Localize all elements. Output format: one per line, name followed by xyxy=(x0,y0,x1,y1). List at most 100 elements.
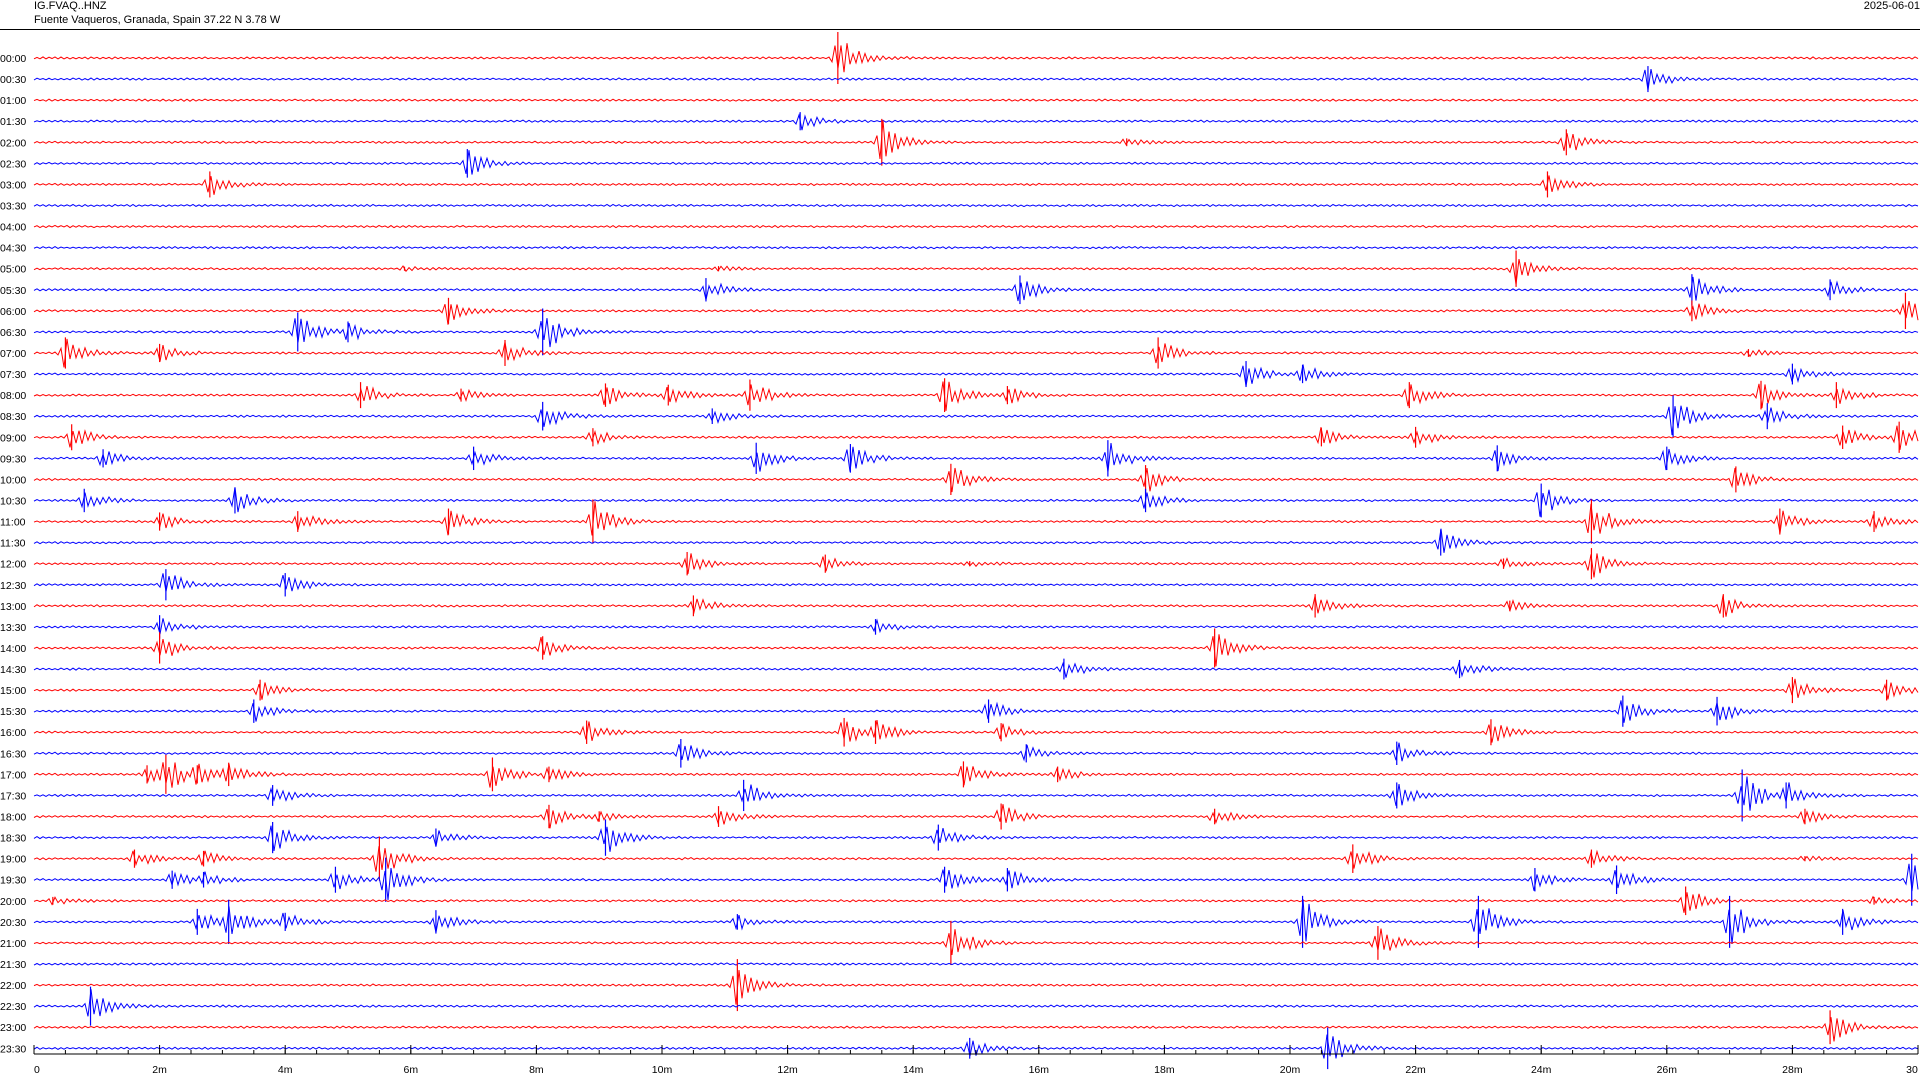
trace-row: 06:30 xyxy=(0,308,1919,356)
seismic-trace xyxy=(33,276,1919,302)
trace-row: 22:30 xyxy=(0,986,1919,1026)
seismic-trace xyxy=(33,762,1919,788)
x-tick-label: 10m xyxy=(652,1064,673,1076)
x-tick-label: 2m xyxy=(152,1064,167,1076)
x-tick-label: 18m xyxy=(1154,1064,1175,1076)
row-time-label: 11:00 xyxy=(0,517,26,529)
seismic-trace xyxy=(33,487,1919,517)
seismic-trace xyxy=(33,425,1919,450)
row-time-label: 10:30 xyxy=(0,495,26,507)
seismic-trace xyxy=(33,405,1919,436)
trace-row: 21:30 xyxy=(0,959,1919,971)
seismic-trace xyxy=(33,899,1919,944)
row-time-label: 18:00 xyxy=(0,812,26,824)
seismic-trace xyxy=(33,245,1919,250)
trace-row: 12:30 xyxy=(0,569,1919,601)
row-time-label: 02:00 xyxy=(0,137,26,149)
trace-row: 20:30 xyxy=(0,895,1919,948)
seismic-trace xyxy=(33,863,1919,901)
row-time-label: 03:00 xyxy=(0,179,26,191)
row-time-label: 20:00 xyxy=(0,896,26,908)
row-time-label: 16:00 xyxy=(0,727,26,739)
trace-row: 13:00 xyxy=(0,594,1919,618)
trace-row: 10:30 xyxy=(0,483,1919,518)
x-tick-label: 30 xyxy=(1906,1064,1918,1076)
trace-row: 04:30 xyxy=(0,243,1919,255)
seismic-trace xyxy=(33,618,1919,635)
seismic-trace xyxy=(33,553,1919,578)
row-time-label: 23:00 xyxy=(0,1022,26,1034)
x-tick-label: 4m xyxy=(278,1064,293,1076)
seismic-trace xyxy=(33,595,1919,617)
trace-row: 05:30 xyxy=(0,274,1919,306)
row-time-label: 01:30 xyxy=(0,116,26,128)
trace-row: 02:30 xyxy=(0,149,1919,178)
x-tick-label: 0 xyxy=(34,1064,40,1076)
trace-row: 14:00 xyxy=(0,628,1919,668)
seismic-trace xyxy=(33,989,1919,1017)
row-time-label: 14:30 xyxy=(0,664,26,676)
seismic-trace xyxy=(33,776,1919,811)
row-time-label: 14:00 xyxy=(0,643,26,655)
trace-row: 08:30 xyxy=(0,395,1919,437)
trace-row: 07:00 xyxy=(0,337,1919,369)
seismic-trace xyxy=(33,120,1919,160)
trace-row: 16:30 xyxy=(0,739,1919,768)
row-time-label: 05:30 xyxy=(0,285,26,297)
trace-row: 03:00 xyxy=(0,171,1919,198)
trace-row: 23:00 xyxy=(0,1010,1919,1045)
seismic-trace xyxy=(33,573,1919,592)
seismic-trace xyxy=(33,892,1919,913)
row-time-label: 06:00 xyxy=(0,306,26,318)
trace-row: 04:00 xyxy=(0,222,1919,234)
row-time-label: 00:00 xyxy=(0,53,26,65)
row-time-label: 09:00 xyxy=(0,432,26,444)
trace-row: 17:00 xyxy=(0,754,1919,794)
row-time-label: 15:30 xyxy=(0,706,26,718)
trace-row: 10:00 xyxy=(0,463,1919,495)
x-tick-label: 24m xyxy=(1531,1064,1552,1076)
trace-row: 17:30 xyxy=(0,769,1919,822)
trace-row: 23:30 xyxy=(0,1027,1919,1070)
trace-row: 05:00 xyxy=(0,250,1919,287)
x-tick-label: 14m xyxy=(903,1064,924,1076)
seismic-trace xyxy=(33,928,1919,956)
seismic-trace xyxy=(33,678,1919,700)
trace-rows: 00:00 00:30 01:00 01:30 02:00 02:30 03:00 03:30… xyxy=(0,32,1919,1070)
x-tick-label: 6m xyxy=(404,1064,419,1076)
seismic-trace xyxy=(33,364,1919,387)
row-time-label: 21:30 xyxy=(0,959,26,971)
row-time-label: 00:30 xyxy=(0,74,26,86)
x-tick-label: 26m xyxy=(1657,1064,1678,1076)
row-time-label: 06:30 xyxy=(0,327,26,339)
seismic-trace xyxy=(33,381,1919,411)
trace-row: 09:30 xyxy=(0,440,1919,477)
trace-row: 12:00 xyxy=(0,548,1919,580)
trace-row: 18:30 xyxy=(0,819,1919,856)
row-time-label: 17:30 xyxy=(0,790,26,802)
row-time-label: 08:30 xyxy=(0,411,26,423)
row-time-label: 01:00 xyxy=(0,95,26,107)
seismic-trace xyxy=(33,224,1919,229)
trace-row: 07:30 xyxy=(0,361,1919,388)
seismic-trace xyxy=(33,467,1919,493)
x-tick-label: 8m xyxy=(529,1064,544,1076)
row-time-label: 13:30 xyxy=(0,622,26,634)
plot-header: IG.FVAQ..HNZ Fuente Vaqueros, Granada, S… xyxy=(0,0,1920,30)
trace-row: 20:00 xyxy=(0,886,1919,916)
trace-row: 06:00 xyxy=(0,292,1919,330)
seismic-trace xyxy=(33,742,1919,762)
seismic-trace xyxy=(33,150,1919,175)
row-time-label: 07:30 xyxy=(0,369,26,381)
trace-row: 22:00 xyxy=(0,959,1919,1012)
seismic-trace xyxy=(33,846,1919,872)
row-time-label: 20:30 xyxy=(0,917,26,929)
station-description: Fuente Vaqueros, Granada, Spain 37.22 N … xyxy=(34,14,281,26)
trace-row: 19:00 xyxy=(0,836,1919,881)
trace-row: 19:30 xyxy=(0,853,1919,906)
row-time-label: 15:00 xyxy=(0,685,26,697)
row-time-label: 12:00 xyxy=(0,559,26,571)
trace-row: 00:30 xyxy=(0,66,1919,93)
seismic-trace xyxy=(33,258,1919,285)
